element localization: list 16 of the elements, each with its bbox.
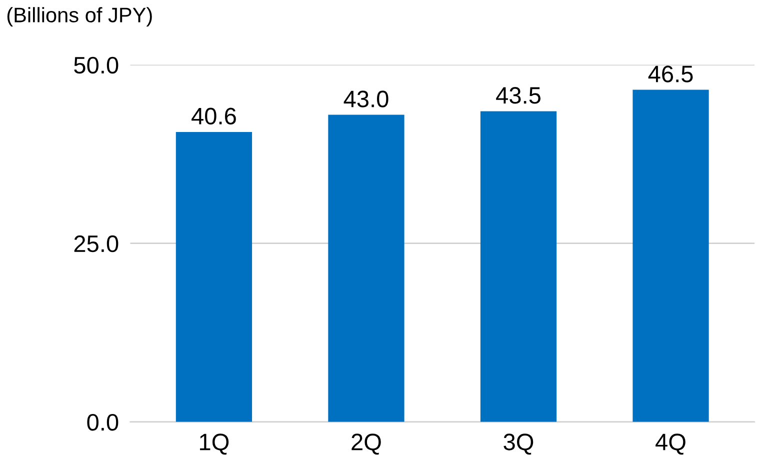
- data-label: 46.5: [648, 66, 693, 82]
- x-tick-label: 2Q: [352, 434, 381, 455]
- x-tick-label: 1Q: [200, 434, 229, 455]
- bar: [176, 132, 252, 422]
- x-tick-label: 4Q: [656, 434, 686, 455]
- data-label: 43.5: [496, 87, 540, 104]
- y-tick-label: 25.0: [74, 235, 118, 252]
- data-label: 43.0: [344, 90, 388, 108]
- y-axis-title: (Billions of JPY): [7, 7, 152, 27]
- x-tick-label: 3Q: [504, 434, 534, 455]
- data-label: 40.6: [192, 108, 236, 124]
- bar: [632, 90, 709, 422]
- y-tick-label: 0.0: [87, 414, 118, 431]
- bar: [480, 111, 557, 422]
- y-tick-label: 50.0: [74, 56, 118, 74]
- bar: [328, 114, 404, 422]
